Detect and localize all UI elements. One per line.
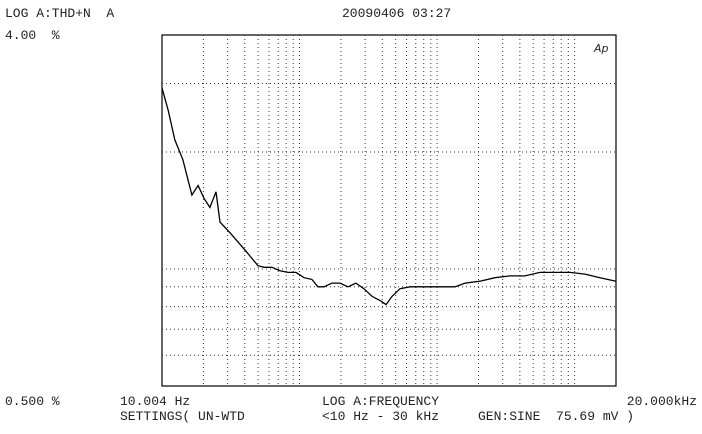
plot-frame — [161, 34, 617, 387]
logo: Ap — [593, 42, 609, 55]
filter: <10 Hz - 30 kHz — [322, 409, 439, 424]
settings: SETTINGS( UN-WTD — [120, 409, 245, 424]
y-tick-label: 0.500 % — [5, 394, 60, 409]
data-line — [161, 87, 617, 306]
x-axis-label: LOG A:FREQUENCY — [322, 394, 439, 409]
y-axis-label: LOG A:THD+N A — [5, 6, 114, 21]
generator: GEN:SINE 75.69 mV ) — [478, 409, 634, 424]
x-tick-label: 10.004 Hz — [120, 394, 190, 409]
y-tick-label: 4.00 % — [5, 28, 60, 43]
timestamp: 20090406 03:27 — [342, 6, 451, 21]
x-tick-label: 20.000kHz — [627, 394, 697, 409]
